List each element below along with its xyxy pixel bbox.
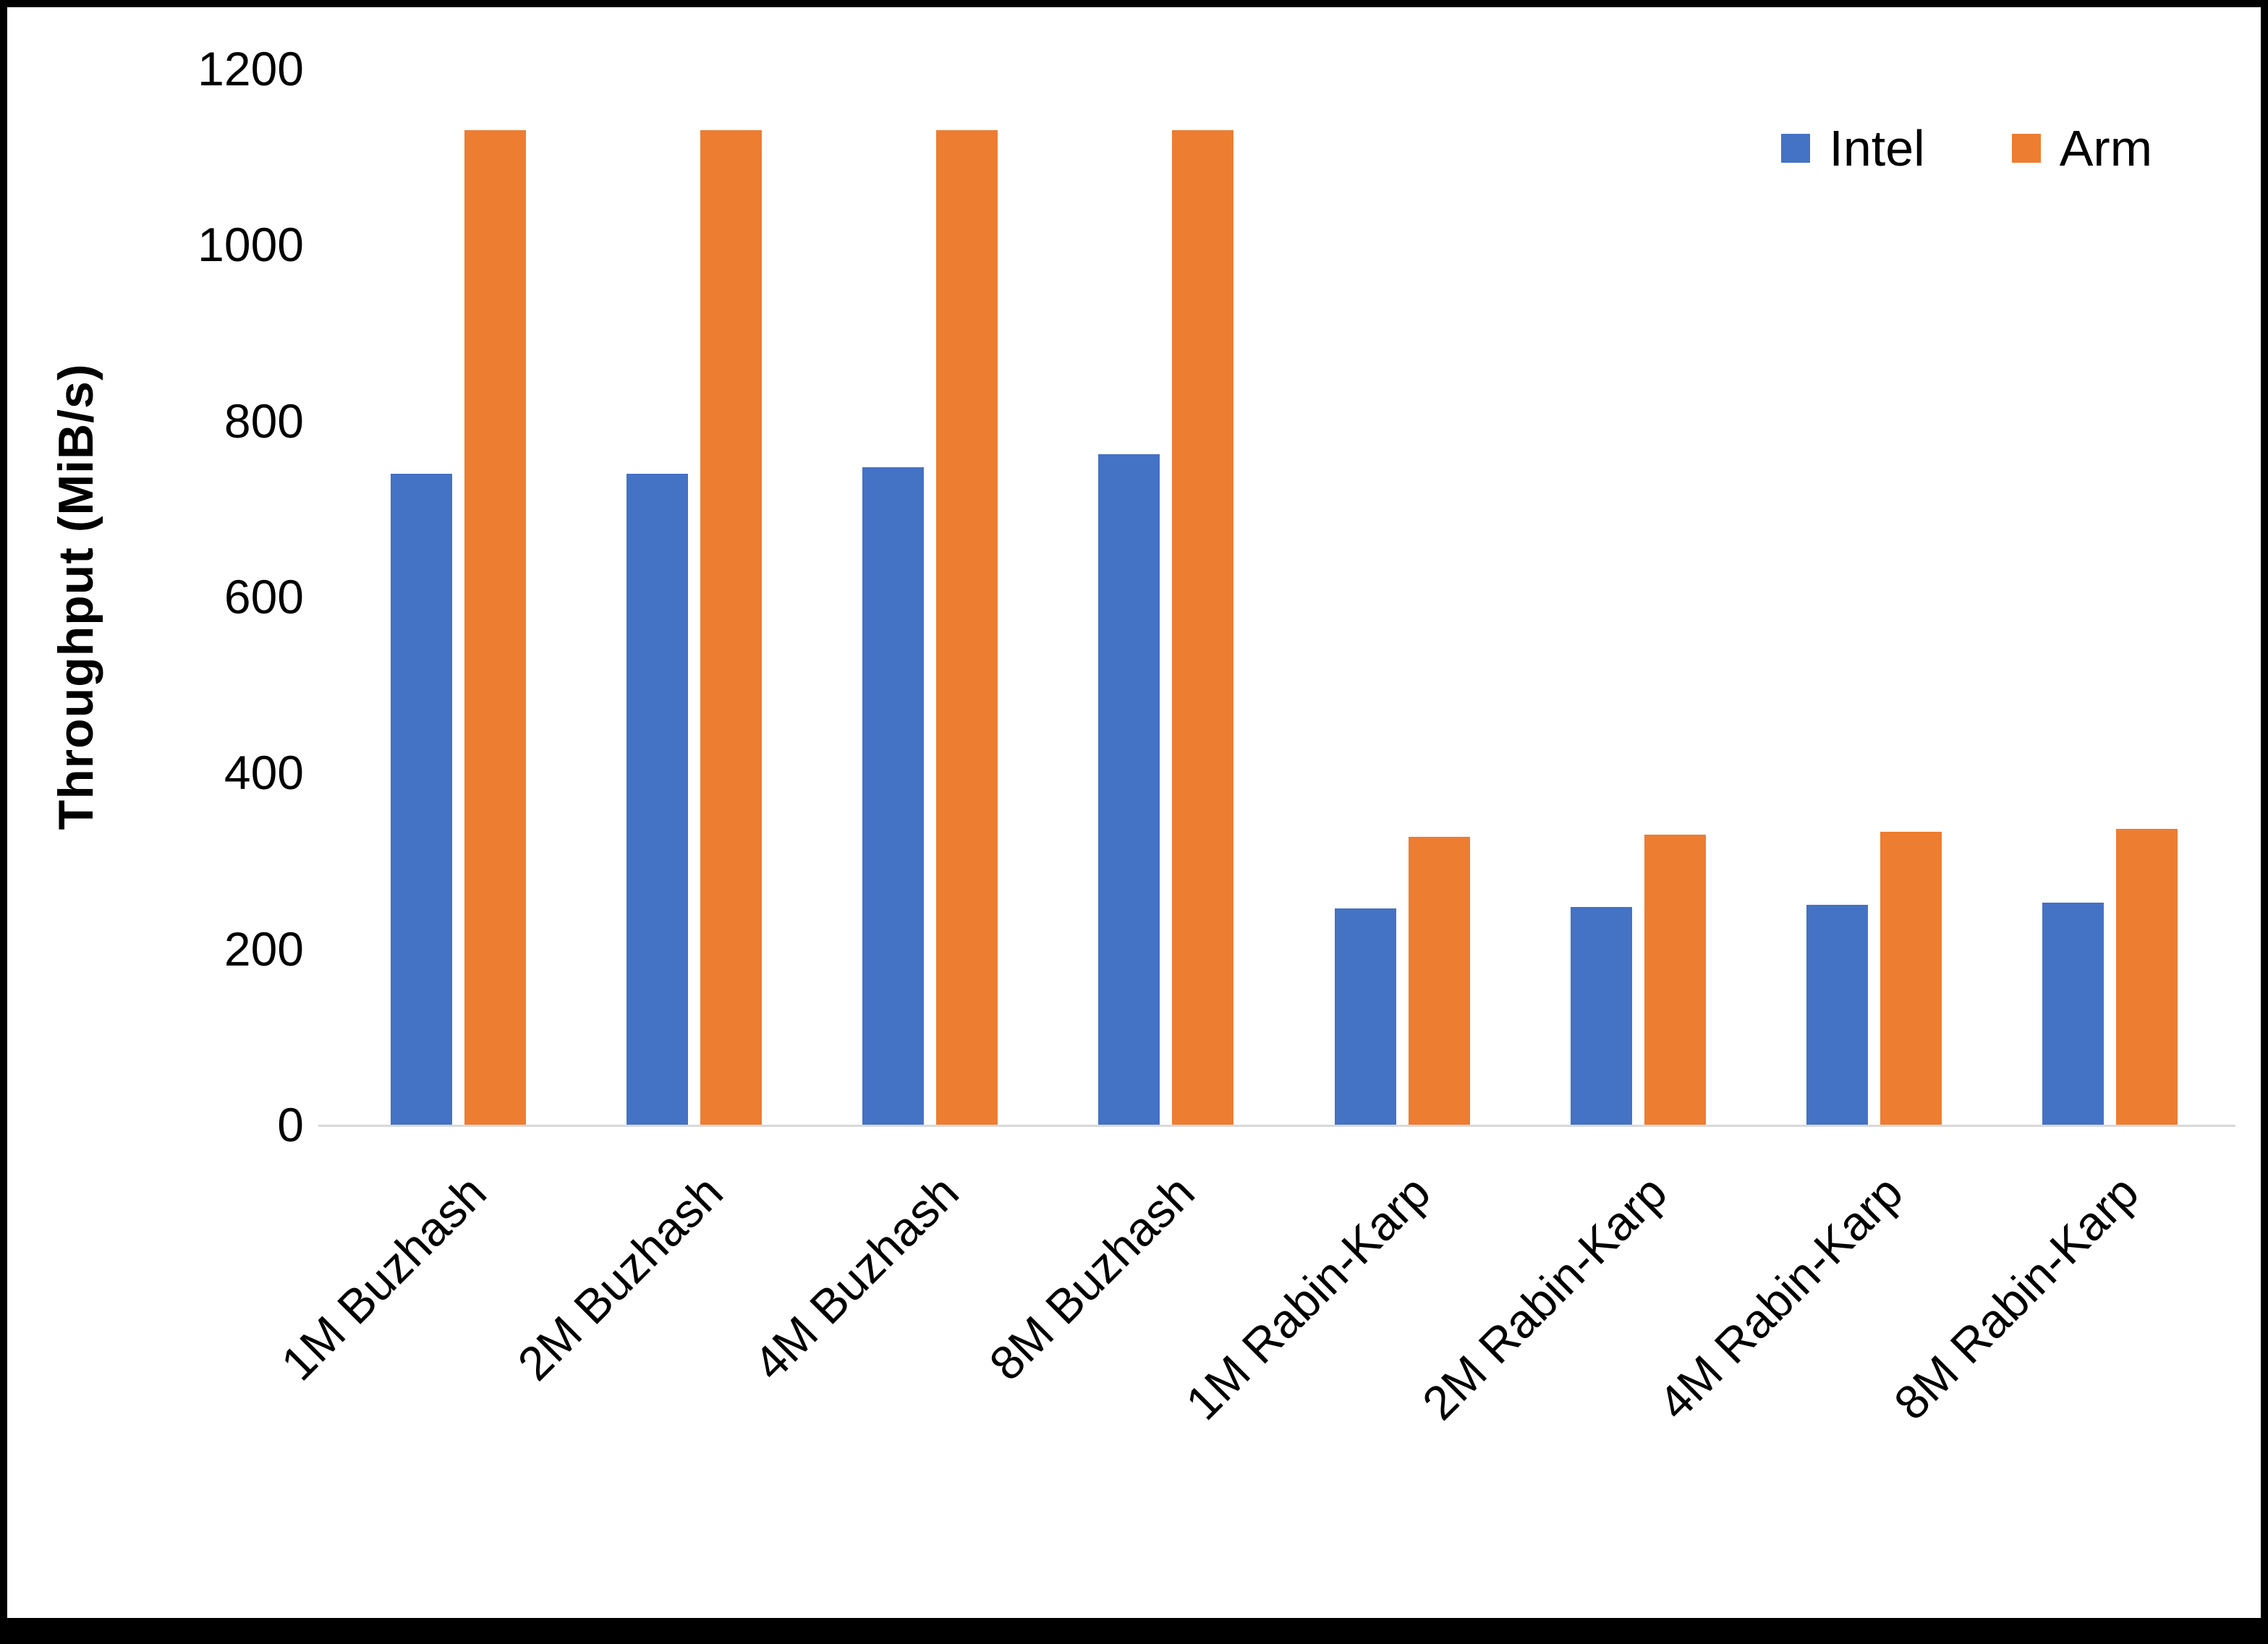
bar-intel xyxy=(1570,907,1632,1125)
bar-intel xyxy=(626,473,688,1125)
x-axis-labels: 1M Buzhash 2M Buzhash 4M Buzhash 8M Buzhash… xyxy=(271,1125,2228,1530)
x-axis-label: 2M Buzhash xyxy=(506,1164,733,1391)
legend: Intel Arm xyxy=(1781,119,2152,177)
legend-swatch-arm xyxy=(2011,134,2041,163)
bar-group xyxy=(1284,69,1520,1125)
bottom-border-bar xyxy=(7,1618,2261,1637)
legend-label-intel: Intel xyxy=(1829,120,1925,176)
x-axis-label: 1M Rabin-Karp xyxy=(1175,1164,1441,1430)
y-axis-tick: 1000 xyxy=(198,218,304,272)
bar-group xyxy=(1520,69,1756,1125)
bar-intel xyxy=(390,473,452,1125)
legend-swatch-intel xyxy=(1781,134,1811,163)
bar-group xyxy=(812,69,1048,1125)
bar-intel xyxy=(1806,904,1869,1125)
bar-group xyxy=(1757,69,1992,1125)
y-axis-tick: 1200 xyxy=(198,42,304,95)
legend-item-intel: Intel xyxy=(1781,119,1925,177)
x-axis-label: 8M Rabin-Karp xyxy=(1883,1164,2149,1430)
bar-intel xyxy=(1334,908,1396,1125)
bar-arm xyxy=(1172,130,1234,1125)
bar-group xyxy=(1048,69,1284,1125)
plot-area xyxy=(340,69,2228,1125)
bar-group xyxy=(340,69,576,1125)
bar-arm xyxy=(2116,829,2178,1125)
y-axis-ticks: 0 200 400 600 800 1000 1200 xyxy=(7,42,304,1151)
bar-group xyxy=(1992,69,2228,1125)
bar-arm xyxy=(700,130,762,1125)
x-axis-label: 2M Rabin-Karp xyxy=(1411,1164,1677,1430)
y-axis-tick: 600 xyxy=(224,570,304,623)
legend-item-arm: Arm xyxy=(2011,119,2152,177)
x-axis-label: 1M Buzhash xyxy=(271,1164,497,1391)
bar-intel xyxy=(1098,453,1160,1125)
bar-arm xyxy=(1408,837,1470,1125)
y-axis-tick: 0 xyxy=(277,1098,304,1151)
x-axis-label: 4M Buzhash xyxy=(742,1164,969,1391)
x-axis-label: 4M Rabin-Karp xyxy=(1647,1164,1913,1430)
x-axis-label: 8M Buzhash xyxy=(979,1164,1205,1391)
bar-arm xyxy=(1880,831,1942,1125)
y-axis-tick: 800 xyxy=(224,393,304,448)
bar-intel xyxy=(2042,903,2105,1125)
bar-arm xyxy=(1644,834,1706,1125)
x-axis-line xyxy=(318,1125,2235,1127)
y-axis-tick: 200 xyxy=(224,921,304,976)
bar-intel xyxy=(862,467,925,1125)
legend-label-arm: Arm xyxy=(2059,120,2152,176)
bar-arm xyxy=(936,130,998,1125)
bar-group xyxy=(576,69,812,1125)
bar-arm xyxy=(464,130,526,1125)
y-axis-tick: 400 xyxy=(224,746,304,800)
